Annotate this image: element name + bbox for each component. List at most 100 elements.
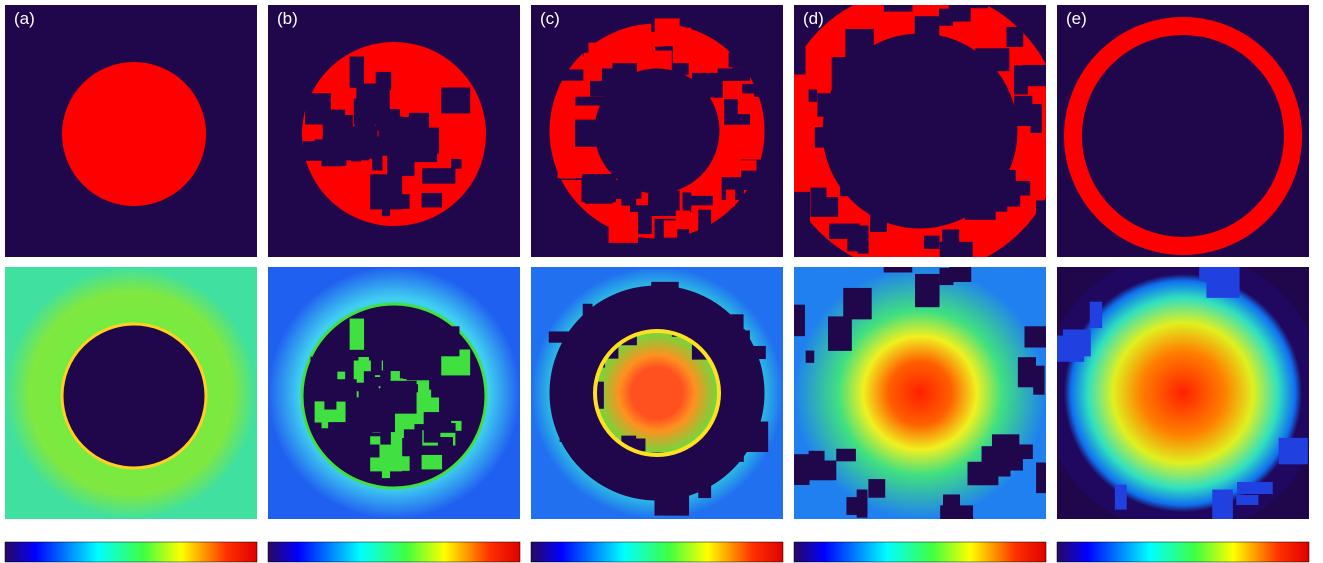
field <box>1057 267 1309 519</box>
block <box>381 460 391 479</box>
block <box>1000 180 1021 207</box>
core <box>825 36 1015 226</box>
block <box>575 96 606 106</box>
background <box>1057 5 1309 257</box>
block <box>889 0 908 1</box>
block <box>1114 484 1127 510</box>
block <box>584 195 613 204</box>
block <box>805 350 815 363</box>
block <box>794 454 810 485</box>
block <box>349 56 365 88</box>
block <box>689 457 713 468</box>
block <box>548 331 584 343</box>
block <box>349 318 365 350</box>
block <box>732 329 746 341</box>
block <box>742 345 766 360</box>
block <box>829 223 860 239</box>
block <box>421 454 443 470</box>
block <box>380 416 391 445</box>
block <box>351 382 379 392</box>
block <box>949 267 972 282</box>
block <box>439 326 460 357</box>
block <box>379 120 399 132</box>
block <box>794 43 806 75</box>
colorbar <box>530 541 784 563</box>
block <box>582 41 593 57</box>
block <box>356 83 390 111</box>
block <box>1057 335 1085 362</box>
block <box>923 235 940 249</box>
block <box>1014 95 1033 126</box>
block <box>741 421 769 453</box>
block <box>808 460 837 481</box>
block <box>732 67 746 79</box>
block <box>828 316 852 351</box>
block <box>403 429 417 440</box>
block <box>621 173 637 206</box>
block <box>1212 489 1233 519</box>
panel-label: (e) <box>1066 9 1087 28</box>
panel-bottom <box>1057 267 1309 519</box>
block <box>794 304 805 337</box>
block <box>559 414 583 442</box>
block <box>445 408 458 418</box>
block <box>575 358 606 368</box>
panel-top <box>794 0 1046 257</box>
block <box>698 209 712 237</box>
block <box>358 357 369 393</box>
block <box>589 342 619 359</box>
block <box>399 402 408 428</box>
block <box>575 119 604 147</box>
block <box>589 80 619 97</box>
block <box>915 273 940 308</box>
block <box>381 198 391 217</box>
block <box>655 289 681 313</box>
block <box>451 158 462 169</box>
panel-label: (c) <box>540 9 560 28</box>
block <box>883 5 913 12</box>
block <box>345 397 360 424</box>
colorbar <box>267 541 521 563</box>
block <box>588 42 605 54</box>
block <box>621 435 637 468</box>
block <box>1033 365 1045 395</box>
block <box>737 93 755 115</box>
block <box>958 5 989 9</box>
block <box>942 229 960 250</box>
block <box>630 467 652 497</box>
block <box>724 361 751 387</box>
block <box>584 457 613 466</box>
panel-bottom <box>5 267 257 519</box>
block <box>682 454 692 475</box>
panel-bottom <box>268 267 520 519</box>
block <box>422 168 456 184</box>
block <box>654 480 690 516</box>
block <box>601 325 637 346</box>
panel-bottom <box>531 267 783 519</box>
panel-bottom <box>794 267 1046 519</box>
block <box>355 108 367 142</box>
block <box>412 396 428 413</box>
block <box>654 18 680 46</box>
block <box>883 267 913 273</box>
block <box>846 497 867 516</box>
block <box>663 220 678 238</box>
block <box>948 5 971 22</box>
block <box>451 420 462 431</box>
colorbar <box>4 541 258 563</box>
ring <box>1064 17 1302 255</box>
region <box>62 62 206 206</box>
block <box>305 93 331 125</box>
block <box>324 381 337 410</box>
block <box>382 382 395 401</box>
block <box>391 343 408 356</box>
block <box>582 303 593 319</box>
block <box>651 281 679 294</box>
block <box>441 87 471 114</box>
block <box>548 69 584 81</box>
colorbar <box>1056 541 1310 563</box>
block <box>810 197 839 217</box>
block <box>359 407 373 419</box>
block <box>671 308 689 337</box>
block <box>724 160 757 171</box>
